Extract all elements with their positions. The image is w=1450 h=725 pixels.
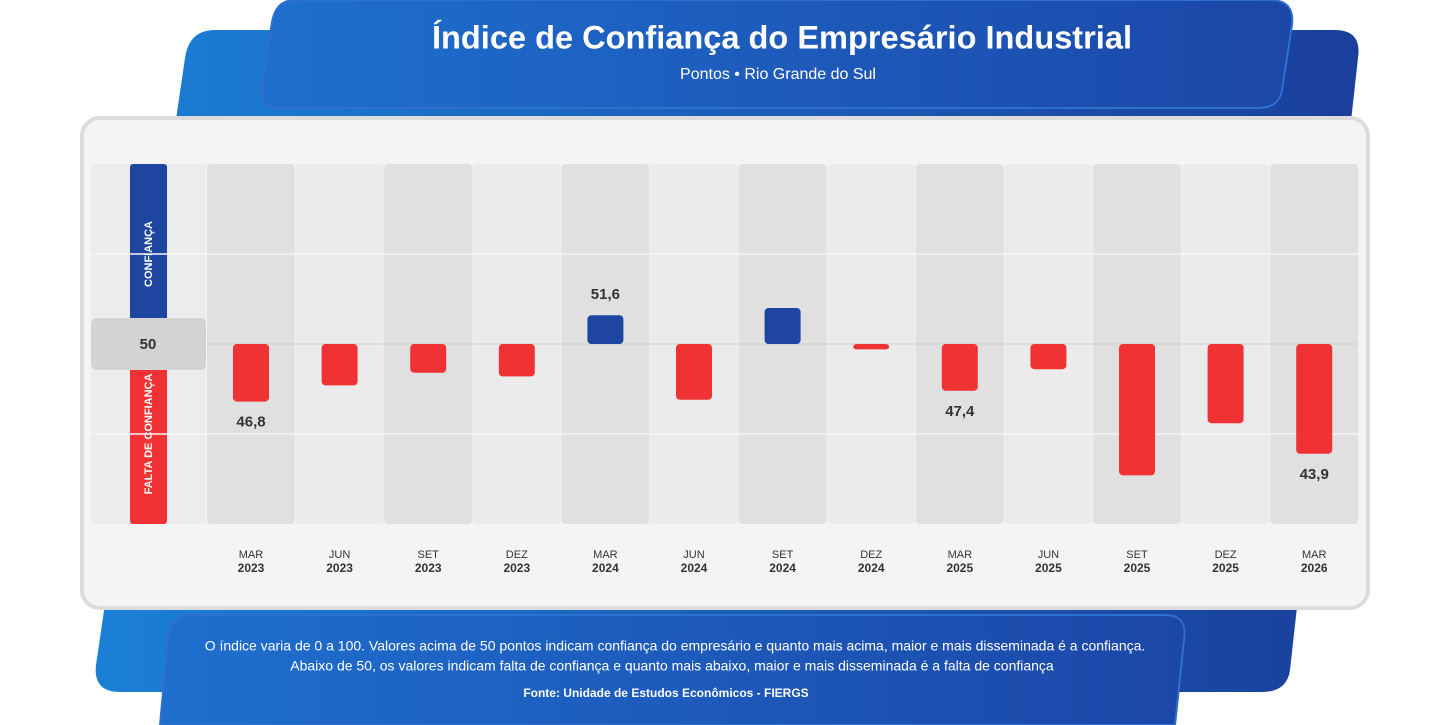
- x-tick-label: 2025: [1035, 561, 1062, 575]
- x-tick-label: MAR: [1302, 549, 1327, 561]
- x-tick-label: 2025: [1124, 561, 1151, 575]
- x-tick-label: 2025: [946, 561, 973, 575]
- bar: [1119, 344, 1155, 476]
- value-label: 43,9: [1300, 466, 1329, 483]
- bar: [676, 344, 712, 400]
- source: Fonte: Unidade de Estudos Econômicos - F…: [523, 686, 808, 700]
- x-tick-label: 2023: [238, 561, 265, 575]
- x-tick-label: 2024: [858, 561, 885, 575]
- x-tick-label: 2024: [769, 561, 796, 575]
- bar: [233, 344, 269, 402]
- note-line: Abaixo de 50, os valores indicam falta d…: [290, 658, 1054, 674]
- x-tick-label: 2023: [326, 561, 353, 575]
- bar: [1030, 344, 1067, 370]
- x-tick-label: 2023: [503, 561, 530, 575]
- bar: [410, 344, 447, 373]
- x-tick-label: JUN: [329, 549, 350, 561]
- value-label: 47,4: [945, 403, 975, 420]
- x-tick-label: MAR: [593, 549, 618, 561]
- x-tick-label: DEZ: [860, 549, 882, 561]
- note-line: O índice varia de 0 a 100. Valores acima…: [205, 638, 1146, 654]
- x-tick-label: MAR: [948, 549, 973, 561]
- x-tick-label: 2024: [681, 561, 708, 575]
- chart-title: Índice de Confiança do Empresário Indust…: [432, 19, 1132, 55]
- bar: [498, 344, 535, 377]
- x-tick-label: 2025: [1212, 561, 1239, 575]
- x-tick-label: DEZ: [506, 549, 528, 561]
- x-tick-label: SET: [1126, 549, 1148, 561]
- tick-box: [91, 318, 206, 370]
- bar: [764, 308, 801, 344]
- bar: [321, 344, 358, 386]
- note-banner: [158, 614, 1186, 725]
- x-tick-label: JUN: [683, 549, 704, 561]
- chart-subtitle: Pontos • Rio Grande do Sul: [680, 66, 876, 83]
- x-tick-label: 2023: [415, 561, 442, 575]
- bar: [1207, 344, 1244, 424]
- value-label: 46,8: [236, 414, 265, 431]
- x-tick-label: DEZ: [1215, 549, 1237, 561]
- x-tick-label: JUN: [1038, 549, 1059, 561]
- value-label: 51,6: [591, 286, 620, 303]
- bar: [1296, 344, 1333, 454]
- title-banner: [260, 0, 1294, 109]
- x-tick-label: 2026: [1301, 561, 1328, 575]
- y-tick-label: 50: [140, 336, 157, 353]
- bar: [941, 344, 978, 391]
- x-tick-label: SET: [417, 549, 439, 561]
- x-tick-label: 2024: [592, 561, 619, 575]
- bar: [587, 315, 624, 344]
- x-tick-label: SET: [772, 549, 794, 561]
- x-tick-label: MAR: [239, 549, 264, 561]
- bar: [853, 344, 890, 350]
